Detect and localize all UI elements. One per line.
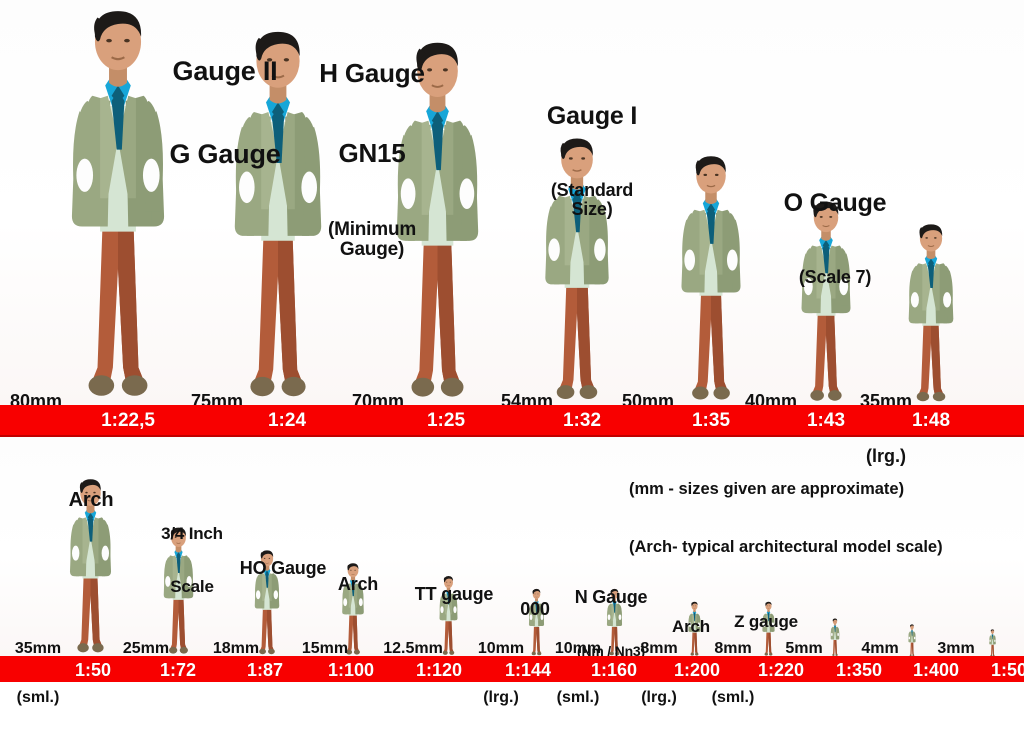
mm-label-12-5mm-value: 12.5mm — [383, 639, 443, 657]
gauge-label-gauge-i: Gauge I (Standard Size) — [512, 52, 672, 270]
ratio-1-160: 1:160 — [590, 660, 638, 680]
gauge-label-three-quarter-inch-scale-line1: 3/4 Inch — [161, 524, 223, 543]
mm-label-18mm-value: 18mm — [212, 639, 260, 657]
gauge-label-three-quarter-inch-scale: 3/4 Inch Scale — [142, 490, 242, 630]
mm-label-3mm-value: 3mm — [937, 639, 975, 657]
mm-label-25mm: 25mm — [118, 608, 174, 690]
ratio-1-200: 1:200 — [673, 660, 721, 680]
gauge-label-000: 000 — [504, 563, 566, 656]
gauge-label-arch-1-100-line1: Arch — [337, 574, 379, 595]
ratio-1-24: 1:24 — [267, 410, 307, 431]
mm-label-8mm-lrg-sub: (lrg.) — [641, 688, 677, 706]
ratio-1-144: 1:144 — [504, 660, 552, 680]
mm-label-4mm-value: 4mm — [861, 639, 899, 657]
ratio-1-50: 1:50 — [74, 660, 112, 680]
mm-label-15mm: 15mm — [297, 608, 353, 690]
mm-label-5mm: 5mm — [780, 608, 828, 690]
gauge-label-h-gauge: H Gauge GN15 (Minimum Gauge) — [292, 6, 452, 314]
gauge-label-z-gauge: Z gauge — [718, 578, 814, 666]
figure-1-400 — [907, 624, 917, 657]
mm-label-10mm-sml-value: 10mm — [554, 639, 602, 657]
ratio-1-400: 1:400 — [912, 660, 960, 680]
gauge-label-gauge-i-line1: Gauge I — [546, 101, 638, 130]
gauge-label-o-gauge-line1: O Gauge — [783, 188, 887, 217]
mm-label-35mm-lrg-sub: (lrg.) — [866, 445, 906, 466]
gauge-label-h-gauge-sub: (Minimum Gauge) — [327, 219, 417, 261]
gauge-label-n-gauge: N Gauge (Nm / Nn3) — [558, 551, 664, 695]
ratio-1-120: 1:120 — [415, 660, 463, 680]
mm-label-25mm-value: 25mm — [122, 639, 170, 657]
gauge-label-tt-gauge-line1: TT gauge — [414, 584, 494, 605]
gauge-label-000-line1: 000 — [520, 599, 550, 620]
ratio-1-22-5: 1:22,5 — [101, 410, 155, 431]
gauge-label-h-gauge-line1: H Gauge — [319, 57, 425, 88]
mm-label-18mm: 18mm — [208, 608, 264, 690]
ratio-1-350: 1:350 — [835, 660, 883, 680]
ratio-1-87: 1:87 — [246, 660, 284, 680]
ratio-1-500: 1:500 — [990, 660, 1024, 680]
mm-label-35mm-sml-value: 35mm — [14, 639, 62, 657]
gauge-label-o-gauge: O Gauge (Scale 7) — [760, 139, 910, 338]
gauge-label-arch-1-100: Arch — [322, 538, 394, 631]
gauge-label-gauge-i-sub: (Standard Size) — [550, 179, 634, 219]
scale-bar-bottom — [0, 656, 1024, 682]
mm-label-15mm-value: 15mm — [301, 639, 349, 657]
mm-label-10mm-lrg-value: 10mm — [477, 639, 525, 657]
mm-label-8mm-sml-sub: (sml.) — [711, 688, 755, 706]
approximation-note-line1: (mm - sizes given are approximate) — [629, 479, 905, 498]
gauge-label-o-gauge-sub: (Scale 7) — [798, 266, 872, 287]
ratio-1-72: 1:72 — [159, 660, 197, 680]
mm-label-12-5mm: 12.5mm — [378, 608, 448, 690]
ratio-1-43: 1:43 — [806, 410, 846, 431]
gauge-label-h-gauge-line2: GN15 — [338, 137, 406, 168]
gauge-label-ho-gauge: HO Gauge — [228, 522, 338, 615]
ratio-1-100: 1:100 — [327, 660, 375, 680]
ratio-1-32: 1:32 — [562, 410, 602, 431]
gauge-label-arch-1-50: Arch — [48, 449, 134, 552]
scale-bar-top — [0, 405, 1024, 437]
mm-label-4mm: 4mm — [856, 608, 904, 690]
gauge-label-n-gauge-line1: N Gauge — [574, 587, 648, 608]
gauge-label-ho-gauge-line1: HO Gauge — [239, 558, 327, 579]
bottom-section-background — [0, 437, 1024, 656]
mm-label-8mm-lrg-value: 8mm — [640, 639, 678, 657]
approximation-note-line2: (Arch- typical architectural model scale… — [629, 538, 943, 557]
gauge-label-arch-1-50-line1: Arch — [68, 489, 114, 512]
mm-label-10mm-lrg-sub: (lrg.) — [483, 688, 519, 706]
scale-comparison-chart: Gauge II G Gauge H Gauge GN15 (Minimum G… — [0, 0, 1024, 705]
approximation-note: (mm - sizes given are approximate) (Arch… — [629, 441, 943, 597]
figure-1-500 — [988, 629, 997, 657]
mm-label-3mm: 3mm — [932, 608, 980, 690]
gauge-label-tt-gauge: TT gauge — [400, 548, 508, 641]
top-section-background — [0, 0, 1024, 405]
gauge-label-n-gauge-sub: (Nm / Nn3) — [576, 642, 645, 659]
gauge-label-g-gauge-line2: G Gauge — [169, 138, 281, 169]
gauge-label-arch-1-200-line1: Arch — [672, 617, 710, 636]
gauge-label-g-gauge-line1: Gauge II — [172, 55, 278, 86]
mm-label-35mm-sml-sub: (sml.) — [16, 688, 60, 706]
gauge-label-g-gauge: Gauge II G Gauge — [140, 2, 310, 224]
ratio-1-220: 1:220 — [757, 660, 805, 680]
ratio-1-25: 1:25 — [426, 410, 466, 431]
gauge-label-z-gauge-line1: Z gauge — [734, 612, 798, 631]
ratio-1-48: 1:48 — [911, 410, 951, 431]
mm-label-10mm-sml-sub: (sml.) — [556, 688, 600, 706]
figure-1-350 — [829, 618, 841, 657]
gauge-label-three-quarter-inch-scale-line2: Scale — [170, 576, 214, 596]
gauge-label-arch-1-200: Arch — [655, 583, 727, 671]
ratio-1-35: 1:35 — [691, 410, 731, 431]
mm-label-5mm-value: 5mm — [785, 639, 823, 657]
mm-label-8mm-sml-value: 8mm — [714, 639, 752, 657]
